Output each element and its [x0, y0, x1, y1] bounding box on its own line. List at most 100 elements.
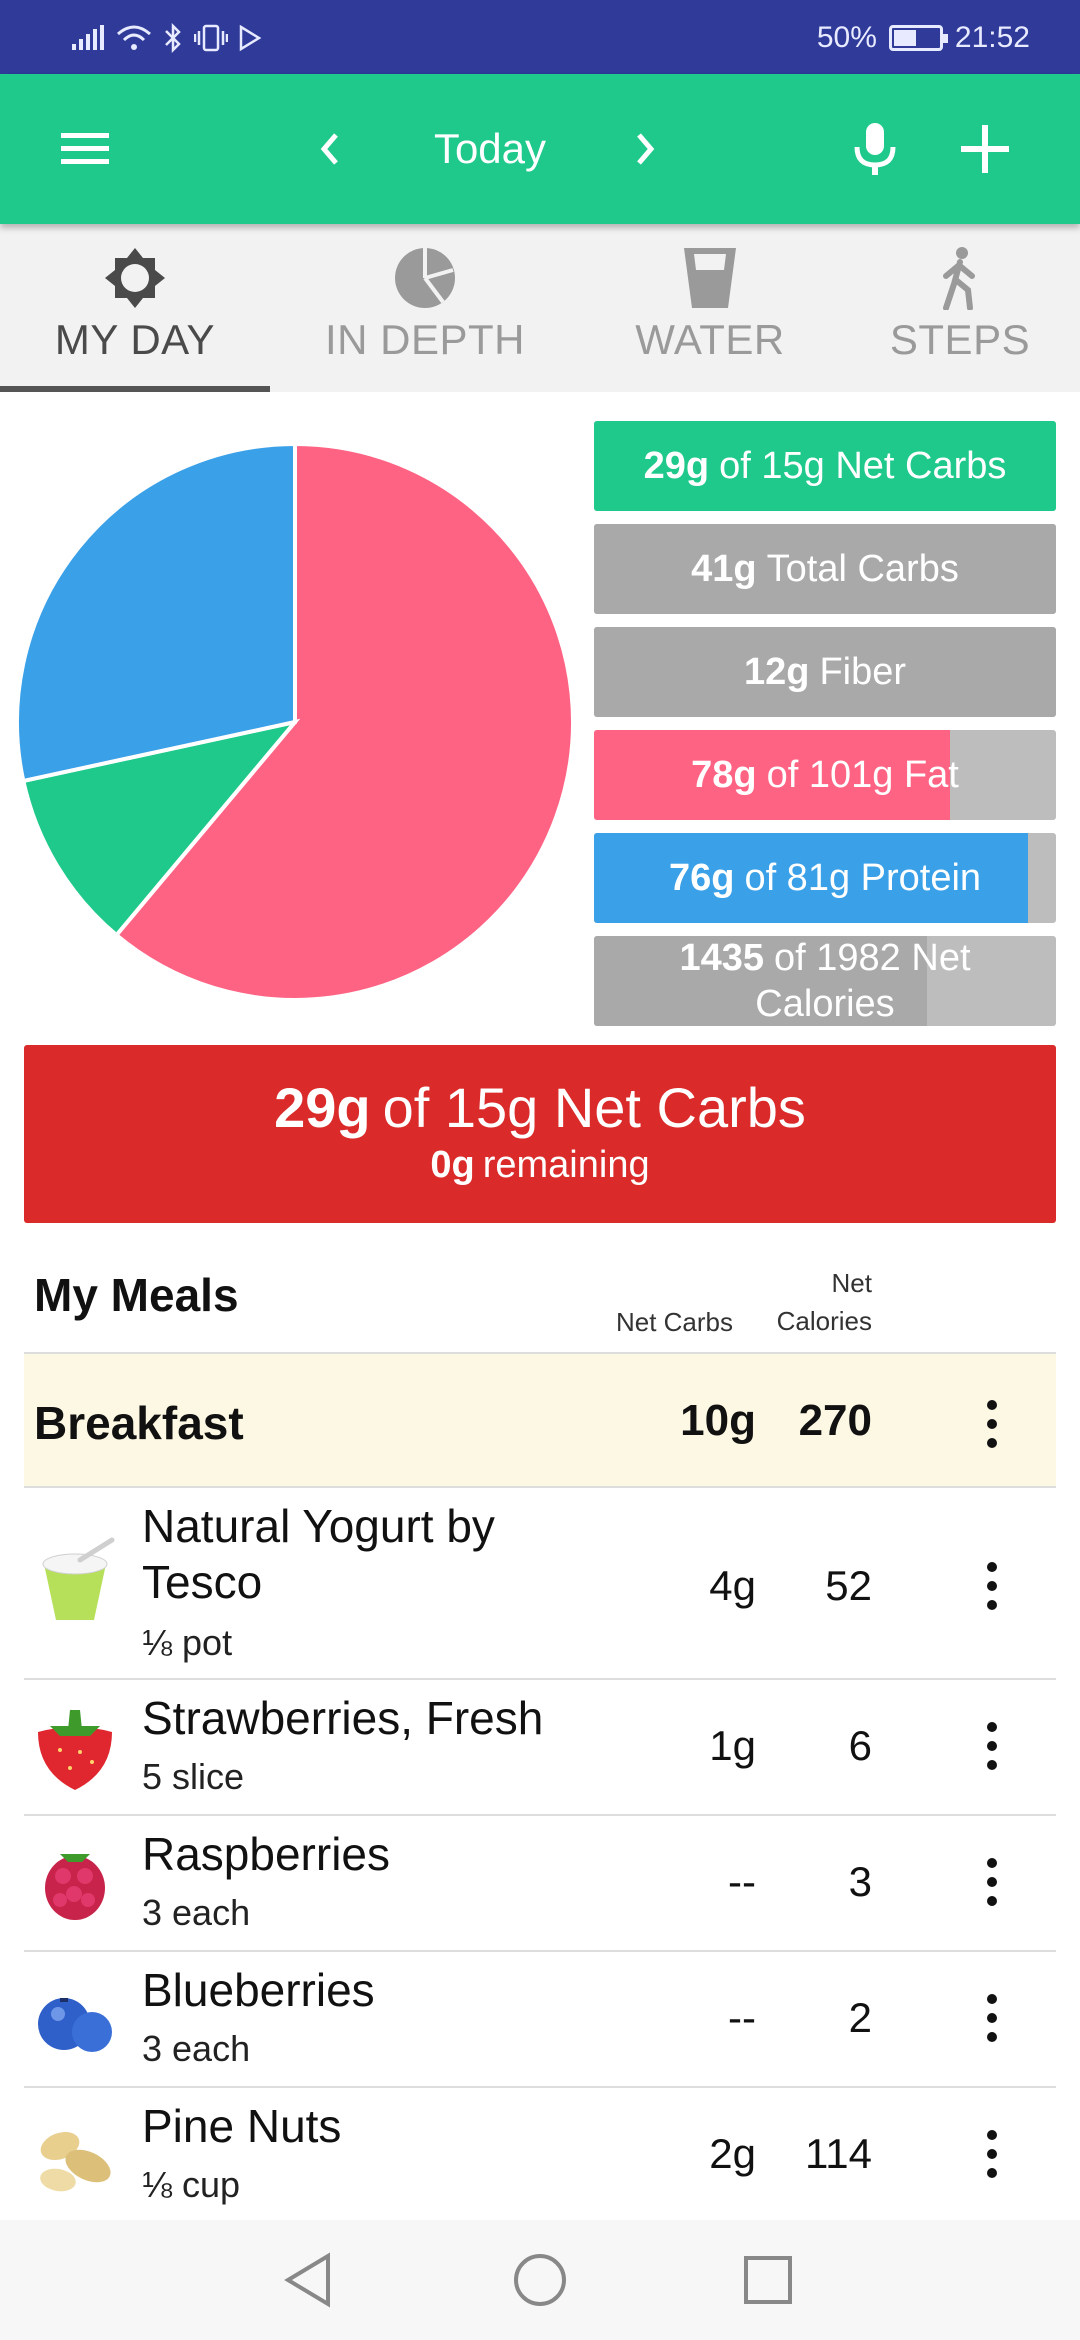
meal-name: Breakfast: [34, 1397, 244, 1449]
food-calories: 52: [825, 1562, 872, 1609]
macro-text: Fiber: [819, 651, 907, 693]
macro-bar-label: 29g of 15g Net Carbs: [594, 421, 1056, 511]
system-nav-bar: [0, 2220, 1080, 2340]
recents-icon: [744, 2256, 792, 2304]
food-row[interactable]: Strawberries, Fresh 5 slice 1g 6: [24, 1680, 1056, 1816]
macro-bar: 29g of 15g Net Carbs: [594, 421, 1056, 511]
food-name: Natural Yogurt by Tesco: [142, 1498, 495, 1610]
food-name: Raspberries: [142, 1828, 390, 1880]
yogurt-icon: [42, 1537, 115, 1620]
meal-calories: 270: [798, 1396, 872, 1445]
macro-bar-fill: [594, 833, 1029, 923]
food-net-carbs: 2g: [709, 2130, 756, 2177]
meal-breakfast[interactable]: Breakfast 10g 270: [24, 1352, 1056, 1488]
more-options-button[interactable]: [972, 1994, 1012, 2042]
macro-bar-label: 12g Fiber: [594, 627, 1056, 717]
food-name: Strawberries, Fresh: [142, 1692, 544, 1744]
strawberry-icon: [38, 1710, 112, 1790]
macro-amount: 29g: [643, 445, 710, 487]
food-calories: 3: [848, 1858, 872, 1905]
chevron-left-icon: [320, 133, 338, 165]
back-button[interactable]: [268, 2240, 348, 2320]
macro-amount: 12g: [743, 651, 810, 693]
voice-button[interactable]: [835, 74, 915, 224]
my-meals-title: My Meals: [34, 1269, 239, 1321]
signal-icon: [72, 25, 104, 50]
clock: 21:52: [954, 21, 1030, 54]
water-glass-icon: [684, 248, 736, 308]
food-net-carbs: --: [728, 1858, 756, 1905]
chevron-right-icon: [637, 133, 655, 165]
macro-text: of 81g Protein: [744, 857, 982, 899]
macro-text: Total Carbs: [766, 548, 959, 590]
more-options-button[interactable]: [972, 1400, 1012, 1448]
tab-label: IN DEPTH: [324, 316, 525, 363]
next-day-button[interactable]: [615, 74, 675, 224]
gear-icon: [105, 248, 165, 308]
tab-label: WATER: [635, 316, 785, 363]
macro-text: of 101g Fat: [766, 754, 959, 796]
status-icons: [70, 18, 262, 58]
raspberry-icon: [45, 1854, 105, 1920]
macro-bar-fill: [594, 936, 927, 1026]
tab-bar: MY DAY IN DEPTH WATER STEPS: [0, 224, 1080, 392]
battery-percent: 50%: [816, 21, 877, 54]
header-line: Calories: [776, 1306, 872, 1336]
date-title[interactable]: Today: [433, 125, 547, 172]
summary-amount: 29g: [274, 1076, 371, 1139]
tab-water[interactable]: WATER: [580, 224, 840, 392]
food-row[interactable]: Blueberries 3 each -- 2: [24, 1952, 1056, 2088]
pie-slice-fat: [113, 441, 575, 1002]
add-button[interactable]: [945, 74, 1025, 224]
bluetooth-icon: [165, 23, 181, 53]
macro-bar: 1435 of 1982 Net Calories: [594, 936, 1056, 1026]
macro-bar: 76g of 81g Protein: [594, 833, 1056, 923]
meal-net-carbs: 10g: [680, 1396, 756, 1445]
macro-bar-label: 78g of 101g Fat: [594, 730, 1056, 820]
back-icon: [284, 2252, 330, 2308]
macro-bar: 78g of 101g Fat: [594, 730, 1056, 820]
plus-icon: [961, 125, 1009, 173]
macro-pie-chart: [15, 441, 575, 1002]
food-row[interactable]: Natural Yogurt by Tesco ⅛ pot 4g 52: [24, 1488, 1056, 1680]
macro-amount: 1435: [679, 937, 765, 979]
macro-bar-label: 41g Total Carbs: [594, 524, 1056, 614]
pie-icon: [395, 248, 455, 308]
food-calories: 114: [805, 2130, 872, 2177]
pie-slice-protein: [15, 441, 297, 784]
macro-bar-label: 1435 of 1982 Net Calories: [594, 936, 1056, 1026]
more-options-button[interactable]: [972, 1858, 1012, 1906]
tab-in-depth[interactable]: IN DEPTH: [270, 224, 580, 392]
status-bar: 50% 21:52: [0, 0, 1080, 74]
tab-my-day[interactable]: MY DAY: [0, 224, 270, 392]
tab-steps[interactable]: STEPS: [840, 224, 1080, 392]
more-options-button[interactable]: [972, 1562, 1012, 1610]
food-name: Blueberries: [142, 1964, 375, 2016]
menu-button[interactable]: [40, 74, 130, 224]
food-row[interactable]: Pine Nuts ⅛ cup 2g 114: [24, 2088, 1056, 2220]
net-carbs-summary: 29g of 15g Net Carbs 0g remaining: [24, 1045, 1056, 1223]
vibrate-icon: [194, 24, 228, 52]
food-net-carbs: 4g: [709, 1562, 756, 1609]
more-options-button[interactable]: [972, 1722, 1012, 1770]
more-options-button[interactable]: [972, 2130, 1012, 2178]
menu-icon: [61, 133, 109, 164]
net-carbs-column-header: Net Carbs: [615, 1307, 733, 1337]
recents-button[interactable]: [728, 2240, 808, 2320]
play-icon: [239, 24, 262, 52]
home-icon: [514, 2254, 566, 2306]
macro-bar: 12g Fiber: [594, 627, 1056, 717]
macro-bar-fill: [594, 730, 950, 820]
food-calories: 2: [848, 1994, 872, 2041]
food-name: Pine Nuts: [142, 2100, 342, 2152]
nuts-icon: [40, 2131, 111, 2192]
battery-icon: [888, 25, 948, 51]
mic-icon: [854, 123, 896, 175]
macro-bar-fill: [594, 524, 1056, 614]
blueberry-icon: [38, 1998, 112, 2052]
previous-day-button[interactable]: [300, 74, 360, 224]
food-serving: ⅛ cup: [142, 2164, 241, 2205]
macro-bar: 41g Total Carbs: [594, 524, 1056, 614]
home-button[interactable]: [500, 2240, 580, 2320]
food-row[interactable]: Raspberries 3 each -- 3: [24, 1816, 1056, 1952]
